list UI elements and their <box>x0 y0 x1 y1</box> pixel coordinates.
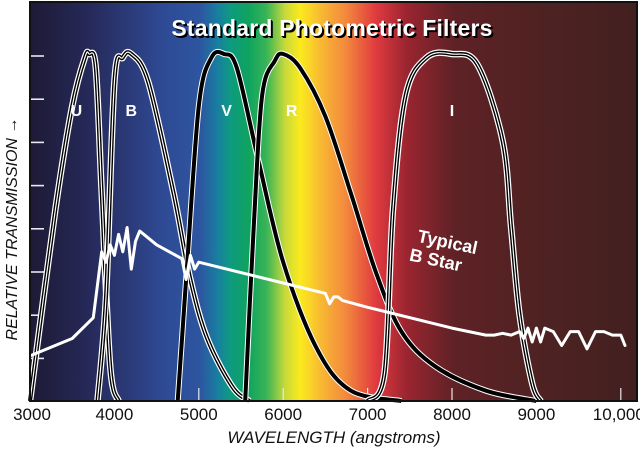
x-tick-label: 7000 <box>348 405 387 424</box>
filter-curves <box>26 48 544 404</box>
filter-curve-b <box>94 48 252 404</box>
filter-curve-r <box>242 50 537 404</box>
filter-curve-i <box>364 49 544 404</box>
x-tick-label: 5000 <box>179 405 218 424</box>
x-tick-label: 3000 <box>13 405 51 424</box>
plot-background <box>30 2 637 401</box>
band-label-b: B <box>125 103 138 120</box>
x-tick-label: 10,000 <box>592 405 640 424</box>
star-spectrum <box>28 226 627 358</box>
x-tick-label: 6000 <box>264 405 303 424</box>
band-label-i: I <box>449 103 455 120</box>
band-label-u: U <box>70 103 83 120</box>
x-tick-label: 9000 <box>517 405 556 424</box>
plot-frame <box>29 1 638 402</box>
chart-title: Standard Photometric Filters <box>171 15 493 41</box>
x-tick-label: 4000 <box>95 405 134 424</box>
typical-b-star-line <box>28 226 627 358</box>
y-axis-label: RELATIVE TRANSMISSION → <box>4 117 21 341</box>
x-axis-label: WAVELENGTH (angstroms) <box>227 428 441 447</box>
x-tick-label: 8000 <box>433 405 471 424</box>
band-label-r: R <box>285 103 298 120</box>
filter-curve-v <box>174 48 402 404</box>
band-label-v: V <box>221 103 232 120</box>
